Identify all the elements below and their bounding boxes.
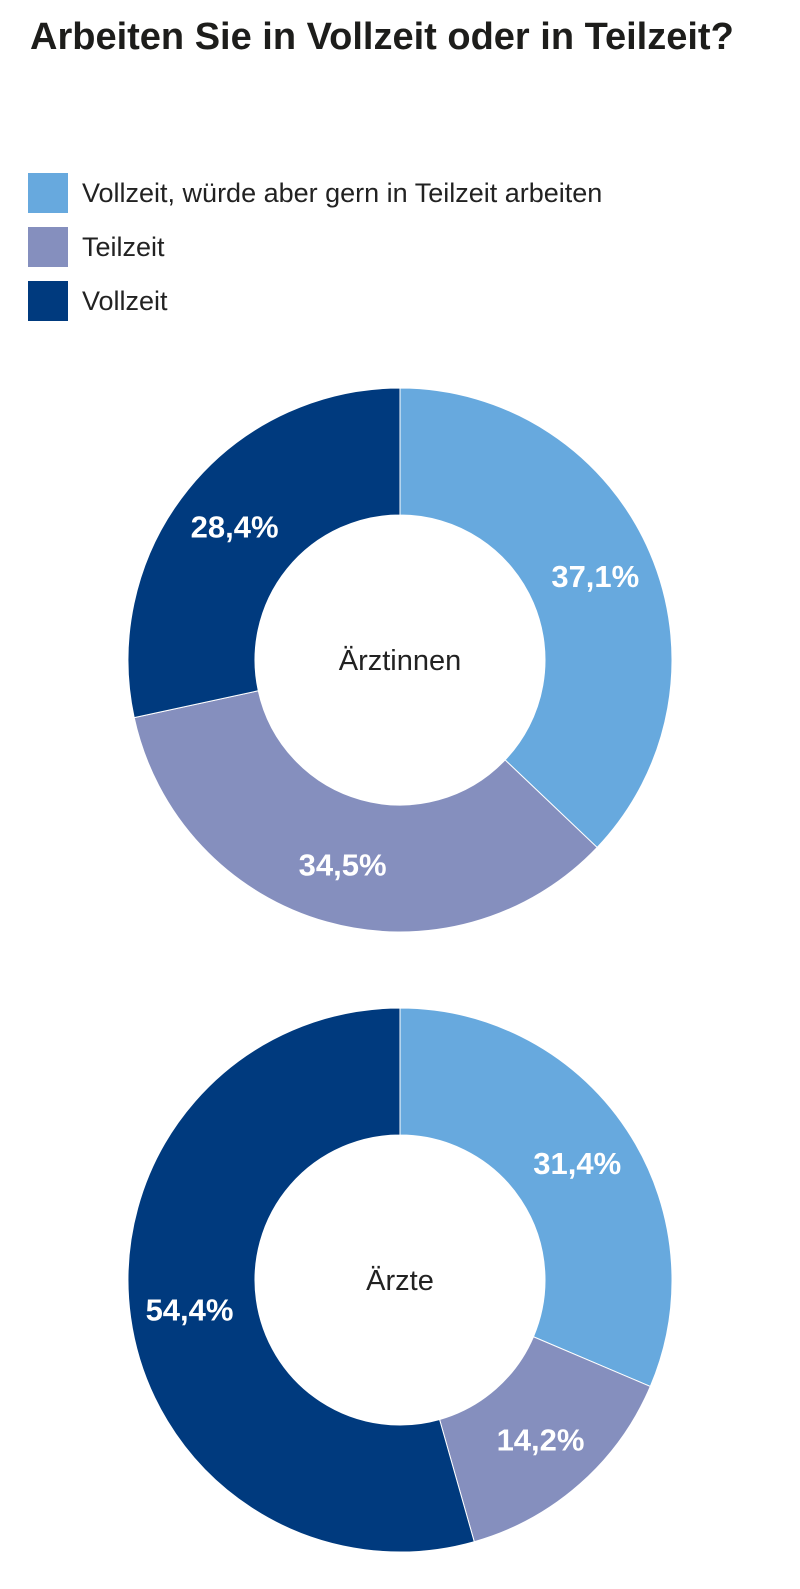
donut-center-label: Ärztinnen <box>339 645 462 677</box>
donut-slice <box>133 690 598 933</box>
data-label: 14,2% <box>497 1422 585 1457</box>
legend-item-vollzeit: Vollzeit <box>28 274 602 328</box>
legend-swatch <box>28 281 68 321</box>
legend-label: Teilzeit <box>82 231 165 262</box>
donut-center-label: Ärzte <box>366 1265 434 1297</box>
donut-slice <box>399 387 673 849</box>
legend-item-teilzeit: Teilzeit <box>28 220 602 274</box>
data-label: 54,4% <box>146 1292 234 1327</box>
legend: Vollzeit, würde aber gern in Teilzeit ar… <box>28 166 602 328</box>
data-label: 34,5% <box>299 848 387 883</box>
donut-slice <box>127 387 401 719</box>
legend-swatch <box>28 227 68 267</box>
legend-swatch <box>28 173 68 213</box>
legend-item-vollzeit-teilzeit-wunsch: Vollzeit, würde aber gern in Teilzeit ar… <box>28 166 602 220</box>
data-label: 37,1% <box>551 559 639 594</box>
legend-label: Vollzeit <box>82 285 168 316</box>
donut-slice <box>127 1007 475 1553</box>
data-label: 28,4% <box>191 510 279 545</box>
donut-slice <box>399 1007 673 1388</box>
legend-label: Vollzeit, würde aber gern in Teilzeit ar… <box>82 177 603 208</box>
data-label: 31,4% <box>533 1146 621 1181</box>
donut-slice <box>438 1336 651 1543</box>
chart-title: Arbeiten Sie in Vollzeit oder in Teilzei… <box>30 16 734 58</box>
